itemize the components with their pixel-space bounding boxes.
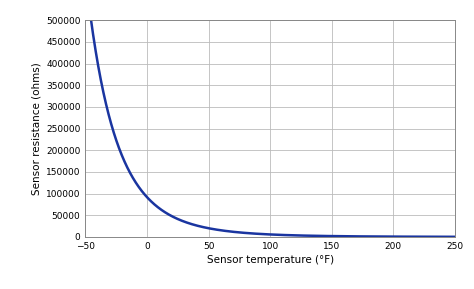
- X-axis label: Sensor temperature (°F): Sensor temperature (°F): [207, 255, 334, 265]
- Y-axis label: Sensor resistance (ohms): Sensor resistance (ohms): [32, 62, 42, 195]
